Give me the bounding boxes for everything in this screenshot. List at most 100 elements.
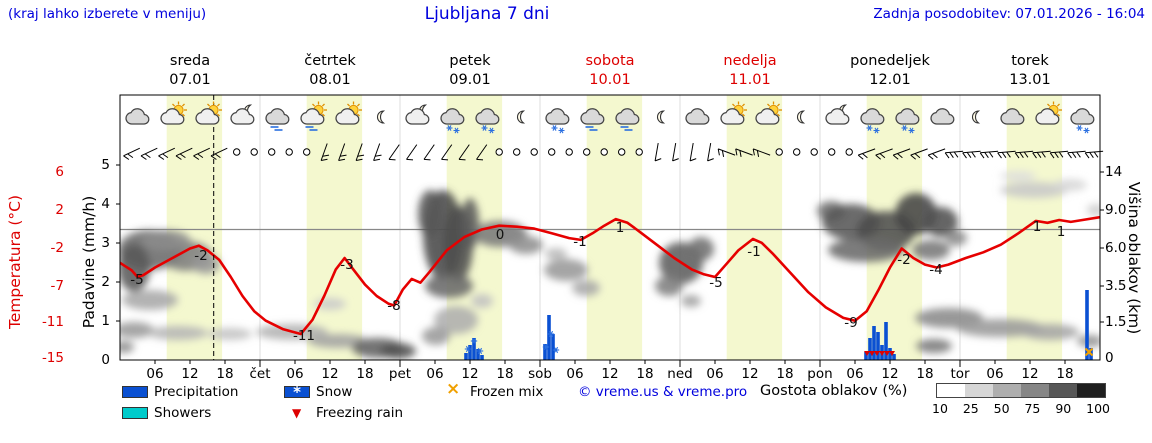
- time-tick: 06: [426, 366, 444, 382]
- density-tick: 50: [993, 401, 1010, 416]
- day-date: 08.01: [309, 71, 351, 88]
- day-name: petek: [449, 53, 491, 69]
- svg-text:1: 1: [1057, 224, 1066, 240]
- time-tick: 06: [706, 366, 724, 382]
- svg-text:-11: -11: [293, 328, 315, 344]
- legend-precipitation-label: Precipitation: [154, 384, 239, 400]
- copyright-link[interactable]: © vreme.us & vreme.pro: [578, 384, 748, 400]
- time-tick: 18: [1056, 366, 1074, 382]
- time-tick: 18: [636, 366, 654, 382]
- legend-freezing-rain-label: Freezing rain: [316, 405, 404, 421]
- frozen-mix-icon: ×: [446, 379, 461, 399]
- day-date: 12.01: [869, 71, 911, 88]
- time-axis: 06 12 18 čet 06 12 18 pet 06 12 18 sob 06 12 18 ned 06 12…: [0, 366, 1152, 384]
- time-tick: 18: [776, 366, 794, 382]
- showers-swatch: [122, 407, 148, 419]
- svg-text:-5: -5: [709, 275, 722, 291]
- day-header-7: torek 13.01: [960, 52, 1100, 90]
- time-tick: 18: [356, 366, 374, 382]
- day-header-2: četrtek 08.01: [260, 52, 400, 90]
- day-header-3: petek 09.01: [400, 52, 540, 90]
- day-date: 07.01: [169, 71, 211, 88]
- axis-tick: 2: [101, 274, 110, 290]
- time-tick: čet: [249, 366, 271, 382]
- svg-text:-2: -2: [897, 252, 910, 268]
- svg-text:-4: -4: [929, 262, 942, 278]
- svg-text:-3: -3: [340, 257, 353, 273]
- axis-tick: -7: [50, 278, 64, 294]
- time-tick: 06: [566, 366, 584, 382]
- day-headers: sreda 07.01 četrtek 08.01 petek 09.01 sobota 10…: [120, 52, 1100, 90]
- precipitation-swatch: [122, 386, 148, 398]
- day-date: 09.01: [449, 71, 491, 88]
- snow-star-icon: *: [293, 383, 301, 401]
- axis-tick: 6.0: [1105, 240, 1127, 256]
- svg-text:1: 1: [616, 220, 625, 236]
- time-tick: pet: [388, 366, 412, 382]
- day-date: 10.01: [589, 71, 631, 88]
- temperature-axis-label: Temperatura (°C): [6, 194, 24, 330]
- day-header-4: sobota 10.01: [540, 52, 680, 90]
- menu-hint: (kraj lahko izberete v meniju): [8, 6, 207, 22]
- cloud-density-scale: [936, 383, 1106, 398]
- svg-text:0: 0: [496, 227, 505, 243]
- cloud-density-label: Gostota oblakov (%): [760, 383, 908, 399]
- day-name: četrtek: [304, 53, 356, 69]
- legend-showers-label: Showers: [154, 405, 212, 421]
- time-tick: 12: [181, 366, 199, 382]
- snow-swatch: *: [284, 383, 310, 401]
- day-header-1: sreda 07.01: [120, 52, 260, 90]
- time-tick: 18: [496, 366, 514, 382]
- axis-tick: 14: [1105, 164, 1123, 180]
- time-tick: 12: [741, 366, 759, 382]
- legend-snow-label: Snow: [316, 384, 353, 400]
- time-tick: 06: [146, 366, 164, 382]
- svg-text:-5: -5: [130, 272, 143, 288]
- time-tick: 18: [216, 366, 234, 382]
- time-tick: 18: [916, 366, 934, 382]
- axis-tick: 5: [101, 157, 110, 173]
- time-tick: 12: [601, 366, 619, 382]
- time-tick: 06: [286, 366, 304, 382]
- axis-tick: 2: [55, 202, 64, 218]
- density-tick: 75: [1024, 401, 1041, 416]
- time-tick: 12: [1021, 366, 1039, 382]
- axis-tick: 1.5: [1105, 314, 1127, 330]
- axis-tick: -11: [41, 314, 64, 330]
- day-name: nedelja: [723, 53, 777, 69]
- axis-tick: 6: [55, 164, 64, 180]
- axis-tick: 3: [101, 235, 110, 251]
- time-tick: 12: [881, 366, 899, 382]
- axis-tick: 0: [1105, 350, 1114, 366]
- day-header-5: nedelja 11.01: [680, 52, 820, 90]
- day-name: sreda: [169, 53, 211, 69]
- density-tick: 100: [1086, 401, 1110, 416]
- time-tick: 06: [846, 366, 864, 382]
- time-tick: pon: [807, 366, 833, 382]
- temperature-ticks: 6 2 -2 -7 -11 -15: [28, 0, 66, 443]
- time-tick: 12: [461, 366, 479, 382]
- svg-text:-2: -2: [194, 248, 207, 264]
- axis-tick: 9.0: [1105, 202, 1127, 218]
- day-date: 13.01: [1009, 71, 1051, 88]
- density-tick: 10: [932, 401, 948, 416]
- time-tick: tor: [950, 366, 970, 382]
- cloud-density-tick-labels: 10 25 50 75 90 100: [932, 401, 1110, 416]
- axis-tick: 0: [101, 352, 110, 368]
- freezing-rain-icon: ▼: [292, 406, 302, 420]
- time-tick: sob: [528, 366, 552, 382]
- svg-text:-8: -8: [387, 298, 400, 314]
- time-tick: 06: [986, 366, 1004, 382]
- day-name: ponedeljek: [850, 53, 930, 69]
- time-tick: 12: [321, 366, 339, 382]
- axis-tick: 4: [101, 196, 110, 212]
- svg-text:-9: -9: [844, 315, 857, 331]
- density-tick: 25: [962, 401, 979, 416]
- time-tick: ned: [667, 366, 693, 382]
- day-name: sobota: [585, 53, 635, 69]
- day-header-6: ponedeljek 12.01: [820, 52, 960, 90]
- day-name: torek: [1011, 53, 1049, 69]
- legend-frozen-mix-label: Frozen mix: [470, 384, 544, 400]
- axis-tick: 1: [101, 313, 110, 329]
